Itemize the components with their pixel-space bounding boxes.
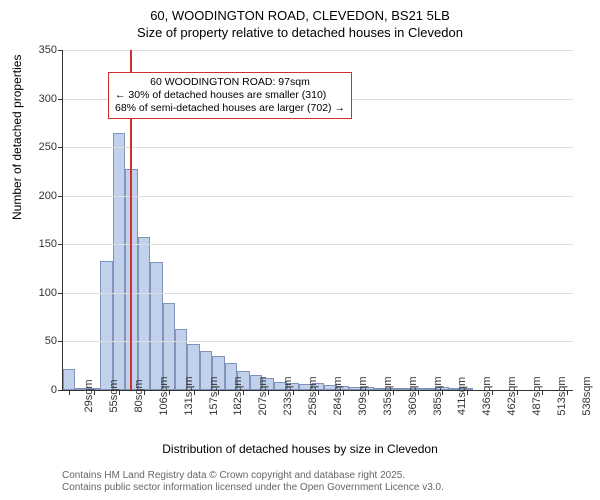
ytick-mark (58, 244, 63, 245)
ytick-label: 100 (39, 287, 57, 299)
ytick-label: 150 (39, 238, 57, 250)
ytick-label: 50 (45, 335, 57, 347)
gridline (63, 50, 573, 51)
plot-area: 05010015020025030035029sqm55sqm80sqm106s… (62, 50, 573, 391)
y-axis-label: Number of detached properties (10, 55, 24, 220)
xtick-label: 55sqm (94, 379, 120, 412)
xtick-label: 106sqm (144, 376, 170, 415)
ytick-mark (58, 147, 63, 148)
xtick-label: 436sqm (467, 376, 493, 415)
xtick-label: 258sqm (293, 376, 319, 415)
ytick-mark (58, 341, 63, 342)
xtick-label: 80sqm (119, 379, 145, 412)
xtick-label: 411sqm (442, 377, 468, 415)
xtick-label: 538sqm (567, 376, 593, 415)
ytick-label: 0 (51, 384, 57, 396)
gridline (63, 341, 573, 342)
xtick-label: 157sqm (194, 376, 220, 415)
ytick-label: 350 (39, 44, 57, 56)
gridline (63, 293, 573, 294)
title-block: 60, WOODINGTON ROAD, CLEVEDON, BS21 5LB … (0, 0, 600, 40)
xtick-label: 182sqm (218, 376, 244, 415)
ytick-label: 300 (39, 93, 57, 105)
footer-line2: Contains public sector information licen… (62, 482, 444, 494)
footer-line1: Contains HM Land Registry data © Crown c… (62, 470, 444, 482)
xtick-label: 513sqm (542, 376, 568, 415)
xtick-label: 29sqm (69, 379, 95, 412)
xtick-label: 487sqm (517, 376, 543, 415)
annotation-line2: ← 30% of detached houses are smaller (31… (115, 89, 345, 102)
ytick-mark (58, 390, 63, 391)
xtick-label: 385sqm (418, 376, 444, 415)
ytick-mark (58, 50, 63, 51)
xtick-label: 335sqm (368, 376, 394, 415)
ytick-mark (58, 293, 63, 294)
histogram-bar (100, 261, 112, 390)
title-line1: 60, WOODINGTON ROAD, CLEVEDON, BS21 5LB (0, 8, 600, 23)
annotation-line1: 60 WOODINGTON ROAD: 97sqm (115, 76, 345, 89)
xtick-label: 309sqm (343, 376, 369, 415)
annotation-line3: 68% of semi-detached houses are larger (… (115, 102, 345, 115)
xtick-label: 284sqm (318, 376, 344, 415)
ytick-mark (58, 99, 63, 100)
xtick-label: 233sqm (268, 376, 294, 415)
xtick-label: 360sqm (393, 376, 419, 415)
gridline (63, 147, 573, 148)
ytick-mark (58, 196, 63, 197)
title-line2: Size of property relative to detached ho… (0, 25, 600, 40)
ytick-label: 250 (39, 141, 57, 153)
x-axis-label: Distribution of detached houses by size … (0, 442, 600, 456)
histogram-bar (138, 237, 150, 390)
footer-attribution: Contains HM Land Registry data © Crown c… (62, 470, 444, 494)
annotation-box: 60 WOODINGTON ROAD: 97sqm← 30% of detach… (108, 72, 352, 119)
xtick-label: 131sqm (169, 376, 195, 415)
histogram-bar (113, 133, 125, 390)
xtick-label: 207sqm (243, 376, 269, 415)
gridline (63, 196, 573, 197)
xtick-label: 462sqm (492, 376, 518, 415)
histogram-bar (150, 262, 162, 390)
ytick-label: 200 (39, 190, 57, 202)
chart-container: 60, WOODINGTON ROAD, CLEVEDON, BS21 5LB … (0, 0, 600, 500)
gridline (63, 244, 573, 245)
